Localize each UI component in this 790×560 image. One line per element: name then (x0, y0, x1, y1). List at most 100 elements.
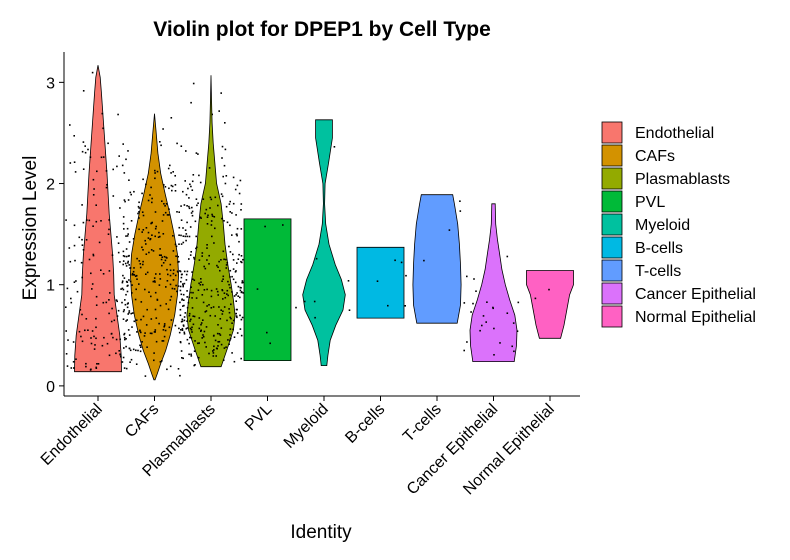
data-point-pvl (266, 331, 268, 334)
data-point-cafs (176, 142, 178, 145)
data-point-endothelial (122, 143, 124, 145)
data-point-cafs (170, 184, 173, 187)
data-point-cancer-epithelial (481, 324, 483, 327)
data-point-cafs (140, 301, 143, 303)
data-point-cafs (139, 329, 141, 332)
data-point-endothelial (90, 272, 92, 275)
data-point-cafs (168, 214, 170, 216)
data-point-cafs (133, 320, 136, 323)
data-point-endothelial (117, 242, 120, 244)
data-point-plasmablasts (232, 259, 235, 261)
data-point-plasmablasts (208, 304, 210, 306)
data-point-plasmablasts (198, 282, 200, 285)
data-point-plasmablasts (197, 356, 200, 359)
data-point-plasmablasts (241, 280, 244, 282)
data-point-cafs (172, 279, 175, 281)
data-point-plasmablasts (211, 215, 214, 217)
data-point-plasmablasts (229, 334, 231, 336)
data-point-cafs (182, 284, 184, 287)
data-point-cafs (177, 368, 180, 370)
data-point-cafs (127, 260, 129, 263)
data-point-cafs (132, 348, 135, 351)
data-point-plasmablasts (188, 207, 191, 210)
data-point-endothelial (109, 292, 111, 294)
data-point-plasmablasts (226, 289, 229, 292)
data-point-endothelial (67, 339, 69, 341)
data-point-plasmablasts (240, 260, 242, 263)
data-point-plasmablasts (208, 352, 210, 355)
data-point-cafs (127, 199, 130, 201)
data-point-cafs (162, 329, 165, 331)
data-point-endothelial (69, 124, 71, 126)
data-point-plasmablasts (193, 279, 196, 281)
data-point-cafs (123, 228, 125, 230)
data-point-plasmablasts (223, 220, 225, 222)
data-point-cafs (158, 254, 161, 256)
data-point-endothelial (69, 260, 72, 263)
data-point-cafs (179, 285, 182, 288)
data-point-plasmablasts (239, 289, 242, 292)
data-point-pvl (256, 288, 259, 290)
data-point-plasmablasts (232, 202, 235, 205)
data-point-plasmablasts (188, 312, 191, 315)
data-point-endothelial (80, 335, 82, 338)
data-point-plasmablasts (220, 343, 223, 346)
data-point-cafs (124, 299, 126, 301)
data-point-plasmablasts (234, 281, 237, 284)
data-point-plasmablasts (191, 331, 193, 333)
data-point-plasmablasts (219, 318, 222, 320)
data-point-endothelial (123, 347, 125, 349)
data-point-cafs (185, 279, 188, 281)
data-point-plasmablasts (219, 334, 222, 336)
data-point-endothelial (115, 338, 118, 341)
data-point-plasmablasts (227, 294, 229, 297)
data-point-plasmablasts (209, 207, 211, 209)
data-point-cafs (144, 375, 147, 377)
data-point-endothelial (91, 283, 94, 285)
data-point-t-cells (405, 274, 407, 277)
data-point-endothelial (65, 306, 67, 308)
data-point-endothelial (65, 330, 67, 332)
legend-swatch-myeloid (601, 213, 623, 236)
data-point-plasmablasts (178, 211, 180, 213)
data-point-endothelial (121, 301, 123, 304)
data-point-plasmablasts (205, 326, 208, 328)
data-point-endothelial (80, 261, 83, 264)
data-point-plasmablasts (220, 193, 223, 195)
data-point-plasmablasts (221, 157, 223, 159)
x-tick-label-b-cells: B-cells (342, 401, 388, 447)
data-point-endothelial (76, 290, 79, 293)
data-point-plasmablasts (201, 255, 203, 257)
data-point-cafs (142, 229, 145, 231)
data-point-plasmablasts (218, 260, 220, 263)
data-point-cafs (157, 236, 160, 238)
data-point-plasmablasts (240, 228, 243, 230)
data-point-plasmablasts (237, 258, 240, 260)
data-point-cafs (146, 271, 149, 274)
data-point-endothelial (86, 219, 88, 221)
data-point-plasmablasts (221, 313, 224, 315)
data-point-plasmablasts (191, 210, 194, 213)
data-point-plasmablasts (197, 153, 199, 155)
data-point-cafs (183, 333, 186, 335)
data-point-plasmablasts (216, 264, 218, 267)
data-point-plasmablasts (192, 82, 195, 85)
data-point-cafs (126, 290, 129, 293)
data-point-plasmablasts (196, 246, 198, 249)
violin-myeloid (302, 119, 346, 366)
data-point-plasmablasts (181, 299, 183, 301)
data-point-cafs (154, 281, 156, 283)
data-point-cafs (174, 243, 177, 246)
data-point-plasmablasts (227, 339, 229, 341)
data-point-cafs (141, 231, 143, 233)
data-point-cafs (162, 214, 165, 216)
data-point-cafs (159, 361, 162, 363)
data-point-cafs (137, 212, 139, 215)
data-point-plasmablasts (231, 352, 233, 354)
data-point-plasmablasts (214, 196, 217, 199)
data-point-plasmablasts (189, 226, 192, 228)
data-point-cafs (158, 322, 160, 325)
data-point-normal-epithelial (548, 288, 550, 291)
data-point-cafs (174, 324, 177, 327)
